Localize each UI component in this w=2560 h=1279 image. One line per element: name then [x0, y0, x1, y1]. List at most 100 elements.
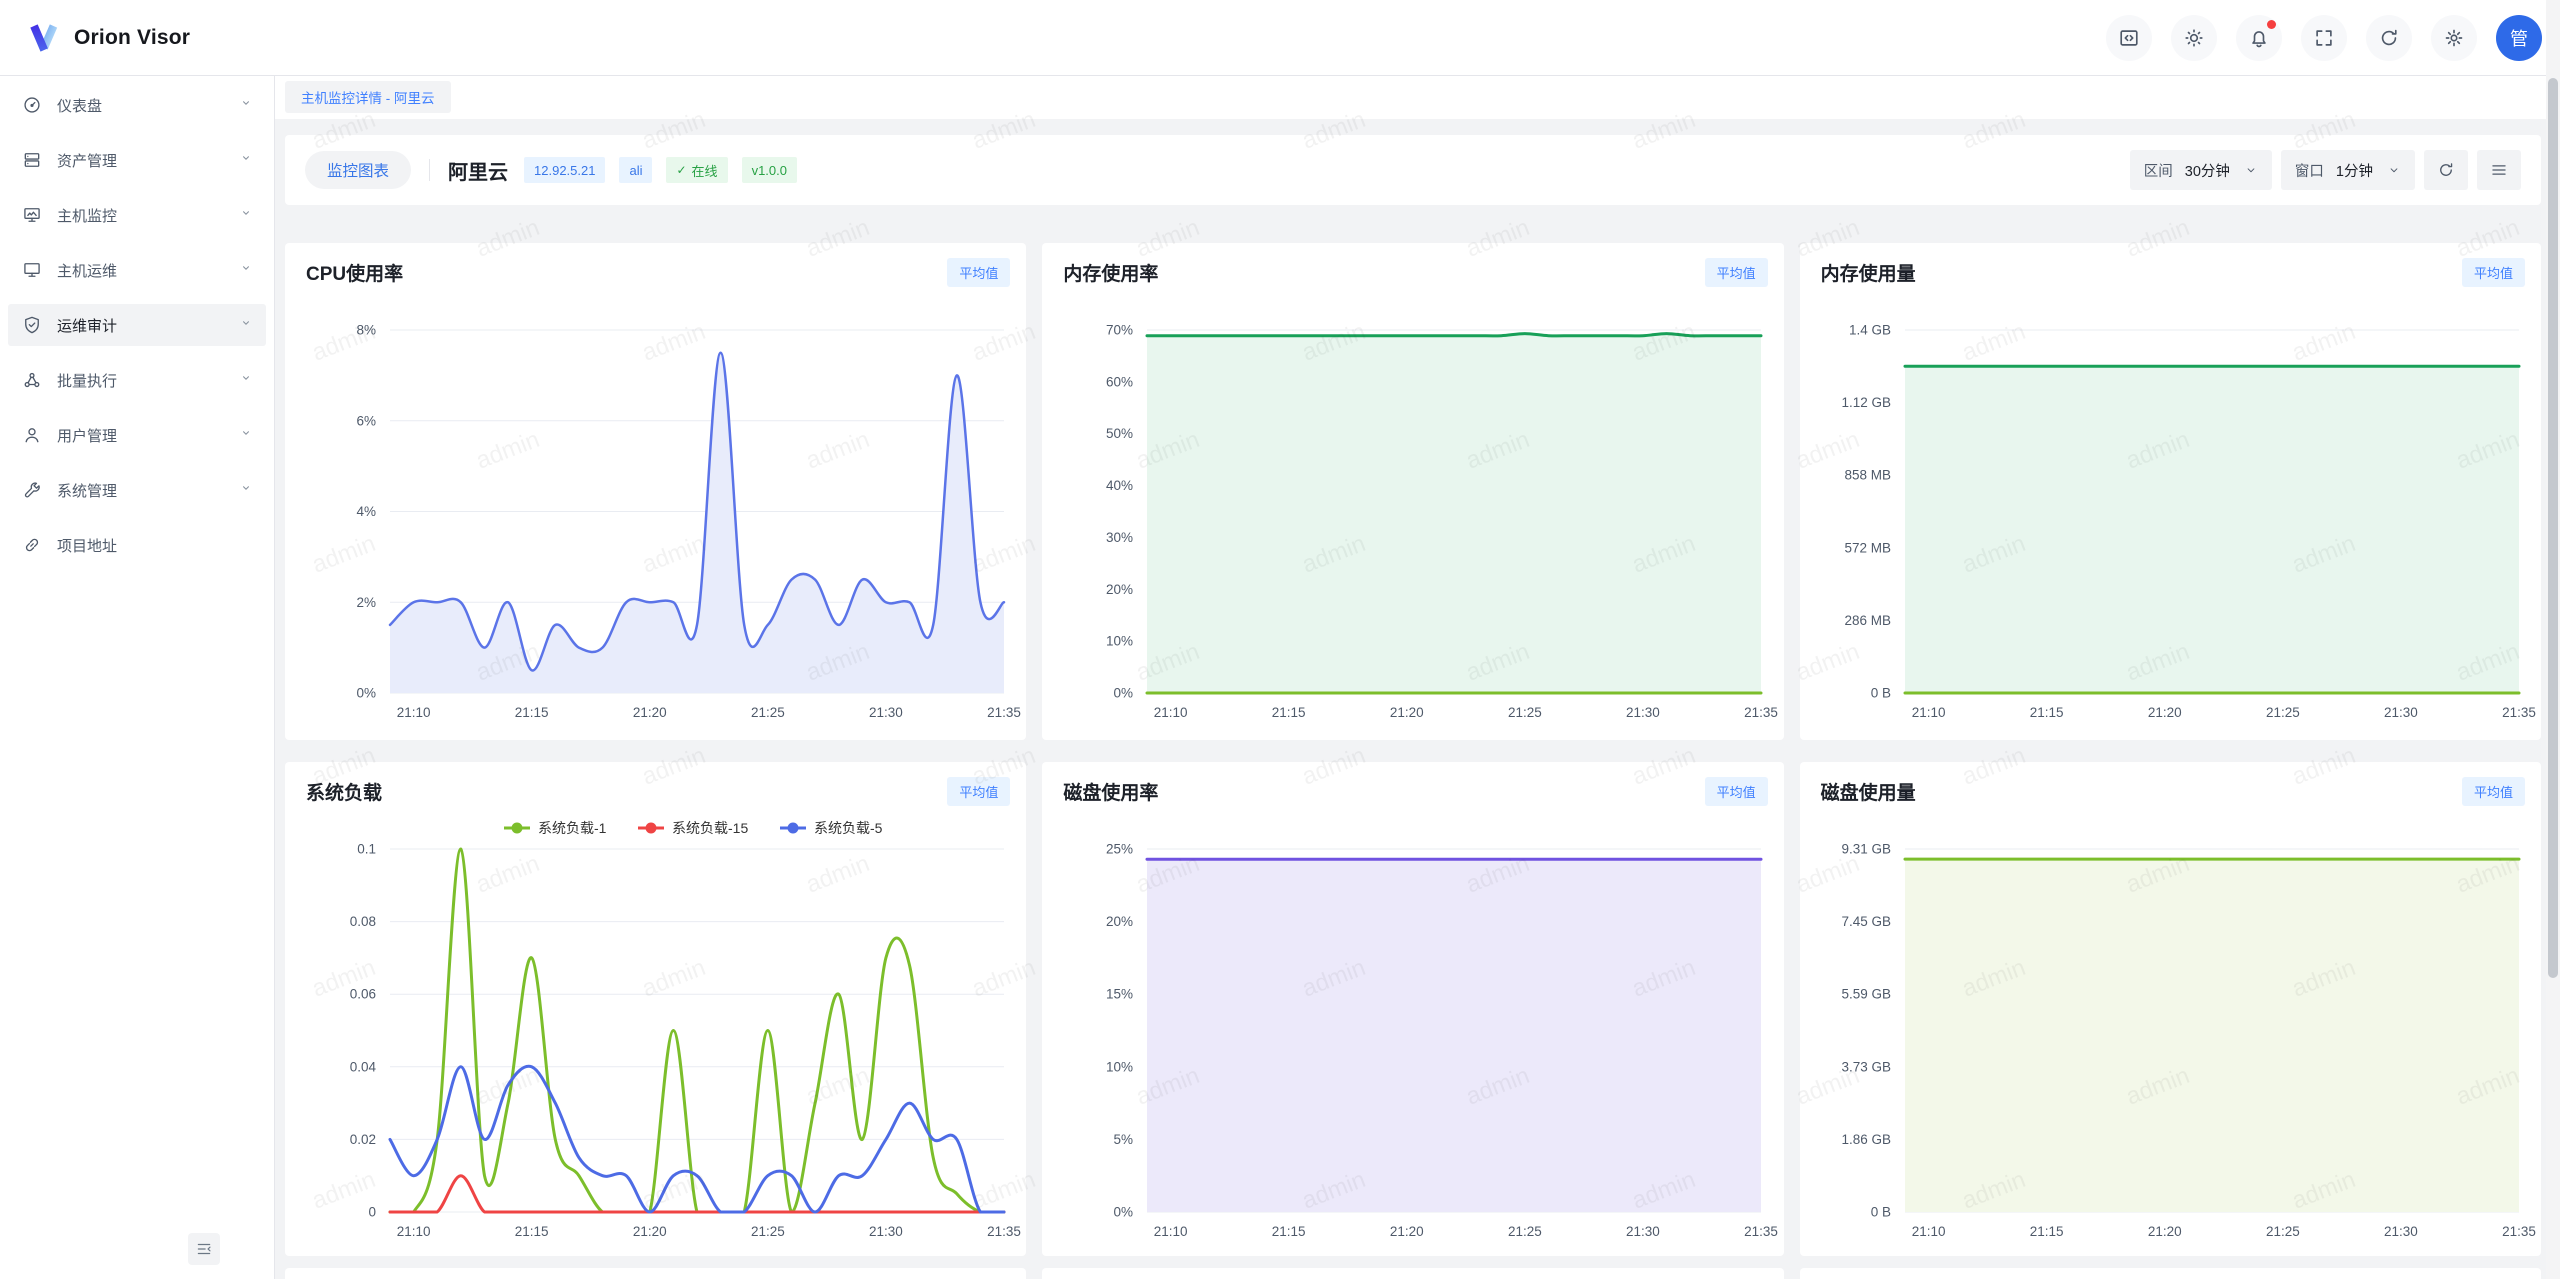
- interval-select[interactable]: 区间 30分钟: [2129, 150, 2272, 190]
- sidebar-item-label: 资产管理: [57, 152, 118, 170]
- sidebar-item-assets[interactable]: 资产管理: [8, 139, 266, 181]
- y-axis-label: 30%: [1106, 530, 1133, 545]
- notifications-bell-icon: [2252, 30, 2266, 47]
- x-axis-label: 21:25: [751, 705, 785, 720]
- chevron-down-icon: [238, 150, 254, 171]
- scrollbar-thumb[interactable]: [2548, 78, 2558, 978]
- sidebar-item-link[interactable]: 项目地址: [8, 524, 266, 566]
- hamburger-menu-icon: [2492, 165, 2506, 175]
- y-axis-label: 858 MB: [1844, 468, 1891, 483]
- window-select[interactable]: 窗口 1分钟: [2280, 150, 2415, 190]
- host-ops-icon: [22, 260, 42, 280]
- y-axis-label: 3.73 GB: [1841, 1059, 1891, 1074]
- sidebar-item-host-ops[interactable]: 主机运维: [8, 249, 266, 291]
- series-area: [1904, 366, 2519, 693]
- series-area: [390, 352, 1004, 693]
- x-axis-label: 21:30: [1626, 1224, 1660, 1239]
- series-area: [1904, 859, 2519, 1212]
- average-badge[interactable]: 平均值: [2461, 258, 2525, 287]
- chart-canvas[interactable]: 0% 5% 10% 15% 20% 25% 21:10 21:15 21:20 21:25 21:3…: [1042, 762, 1783, 1256]
- notifications-button[interactable]: [2236, 14, 2282, 61]
- legend-label[interactable]: 系统负载-15: [672, 820, 748, 836]
- series-line: [388, 847, 1006, 1214]
- x-axis-label: 21:10: [397, 1224, 431, 1239]
- scrollbar-track[interactable]: [2546, 0, 2560, 1279]
- chart-canvas[interactable]: 0 B 1.86 GB 3.73 GB 5.59 GB 7.45 GB 9.31 GB 21…: [1800, 762, 2541, 1256]
- average-badge[interactable]: 平均值: [947, 777, 1011, 806]
- tab-host-monitor-detail[interactable]: 主机监控详情 - 阿里云: [285, 81, 451, 113]
- sidebar-item-label: 项目地址: [57, 537, 118, 555]
- x-axis-label: 21:10: [1911, 1224, 1945, 1239]
- average-badge[interactable]: 平均值: [1704, 777, 1768, 806]
- host-tag: ali: [619, 157, 653, 183]
- sidebar-item-system[interactable]: 系统管理: [8, 469, 266, 511]
- x-axis-label: 21:15: [1272, 1224, 1306, 1239]
- sidebar-item-label: 系统管理: [57, 482, 118, 500]
- chart-title: 系统负载: [306, 783, 383, 804]
- legend-label[interactable]: 系统负载-5: [814, 820, 883, 836]
- y-axis-label: 0 B: [1870, 686, 1890, 701]
- sidebar-item-label: 仪表盘: [57, 97, 103, 115]
- x-axis-label: 21:35: [987, 1224, 1021, 1239]
- y-axis-label: 286 MB: [1844, 613, 1891, 628]
- host-toolbar: 监控图表 阿里云 12.92.5.21 ali ✓ 在线 v1.0.0 区间 30分钟 …: [285, 135, 2541, 205]
- link-icon: [22, 535, 42, 555]
- chevron-down-icon: [2247, 168, 2255, 173]
- average-badge[interactable]: 平均值: [2461, 777, 2525, 806]
- refresh-charts-button[interactable]: [2424, 150, 2468, 190]
- x-axis-label: 21:15: [2029, 705, 2063, 720]
- logo-v-icon: [30, 23, 58, 52]
- host-tag: v1.0.0: [741, 157, 797, 183]
- check-icon: ✓: [676, 163, 687, 177]
- chart-body[interactable]: 0% 5% 10% 15% 20% 25% 21:10 21:15 21:20 21:25 21:3…: [1042, 762, 1783, 1256]
- chart-card: 内存使用量 平均值 0 B 286 MB 572 MB 858 MB 1.12 GB 1.4 …: [1799, 243, 2541, 740]
- legend-label[interactable]: 系统负载-1: [538, 820, 607, 836]
- chart-settings-button[interactable]: [2477, 150, 2521, 190]
- theme-toggle-button[interactable]: [2171, 14, 2217, 61]
- refresh-page-button[interactable]: [2366, 14, 2412, 61]
- sidebar-item-host-monitor[interactable]: 主机监控: [8, 194, 266, 236]
- interval-value: 30分钟: [2184, 163, 2230, 180]
- code-icon-button[interactable]: [2106, 14, 2152, 61]
- x-axis-label: 21:30: [1626, 705, 1660, 720]
- code-icon: [2120, 29, 2138, 46]
- chart-body[interactable]: 0 B 286 MB 572 MB 858 MB 1.12 GB 1.4 GB 21:10 2…: [1800, 243, 2541, 740]
- chart-body[interactable]: 0 B 1.86 GB 3.73 GB 5.59 GB 7.45 GB 9.31 GB 21…: [1800, 762, 2541, 1256]
- chart-row-2: 系统负载 平均值 0 0.02 0.04 0.06 0.08 0.1 21:10 21:15 21:…: [285, 762, 2541, 1256]
- sidebar-item-audit[interactable]: 运维审计: [8, 304, 266, 346]
- app-logo[interactable]: Orion Visor: [26, 22, 190, 54]
- chart-body[interactable]: 0% 2% 4% 6% 8% 21:10 21:15 21:20 21:25 21:30 21:35: [285, 243, 1026, 740]
- settings-button[interactable]: [2431, 14, 2477, 61]
- sidebar-item-users[interactable]: 用户管理: [8, 414, 266, 456]
- chevron-down-icon: [238, 425, 254, 446]
- refresh-icon: [2440, 163, 2453, 176]
- y-axis-label: 0.02: [350, 1132, 376, 1147]
- monitor-chart-button[interactable]: 监控图表: [305, 151, 412, 189]
- x-axis-label: 21:15: [515, 1224, 549, 1239]
- sidebar-item-dashboard[interactable]: 仪表盘: [8, 84, 266, 126]
- refresh-icon: [2381, 29, 2397, 45]
- y-axis-label: 0.08: [350, 914, 376, 929]
- chart-canvas[interactable]: 0% 2% 4% 6% 8% 21:10 21:15 21:20 21:25 21:30 21:35: [285, 243, 1026, 740]
- y-axis-label: 1.86 GB: [1841, 1132, 1891, 1147]
- chart-card-peek: [1799, 1268, 2541, 1279]
- chart-canvas[interactable]: 0% 10% 20% 30% 40% 50% 60% 70% 21:10 21:15 21:20 21…: [1042, 243, 1783, 740]
- chart-card: 系统负载 平均值 0 0.02 0.04 0.06 0.08 0.1 21:10 21:15 21:…: [285, 762, 1027, 1256]
- average-badge[interactable]: 平均值: [947, 258, 1011, 287]
- y-axis-label: 4%: [356, 504, 376, 519]
- average-badge[interactable]: 平均值: [1704, 258, 1768, 287]
- chart-body[interactable]: 0 0.02 0.04 0.06 0.08 0.1 21:10 21:15 21:20 21:25…: [285, 762, 1026, 1256]
- chart-body[interactable]: 0% 10% 20% 30% 40% 50% 60% 70% 21:10 21:15 21:20 21…: [1042, 243, 1783, 740]
- fullscreen-button[interactable]: [2301, 14, 2347, 61]
- chart-canvas[interactable]: 0 B 286 MB 572 MB 858 MB 1.12 GB 1.4 GB 21:10 2…: [1800, 243, 2541, 740]
- x-axis-label: 21:15: [2029, 1224, 2063, 1239]
- sidebar-item-batch[interactable]: 批量执行: [8, 359, 266, 401]
- chevron-down-icon: [238, 260, 254, 281]
- sidebar-collapse-button[interactable]: [188, 1233, 220, 1265]
- system-icon: [22, 480, 42, 500]
- y-axis-label: 6%: [356, 413, 376, 428]
- chart-canvas[interactable]: 0 0.02 0.04 0.06 0.08 0.1 21:10 21:15 21:20 21:25…: [285, 762, 1026, 1256]
- y-axis-label: 0%: [1114, 686, 1134, 701]
- chart-card: CPU使用率 平均值 0% 2% 4% 6% 8% 21:10 21:15 21:20 21:25 2…: [285, 243, 1027, 740]
- user-avatar[interactable]: 管: [2496, 14, 2542, 61]
